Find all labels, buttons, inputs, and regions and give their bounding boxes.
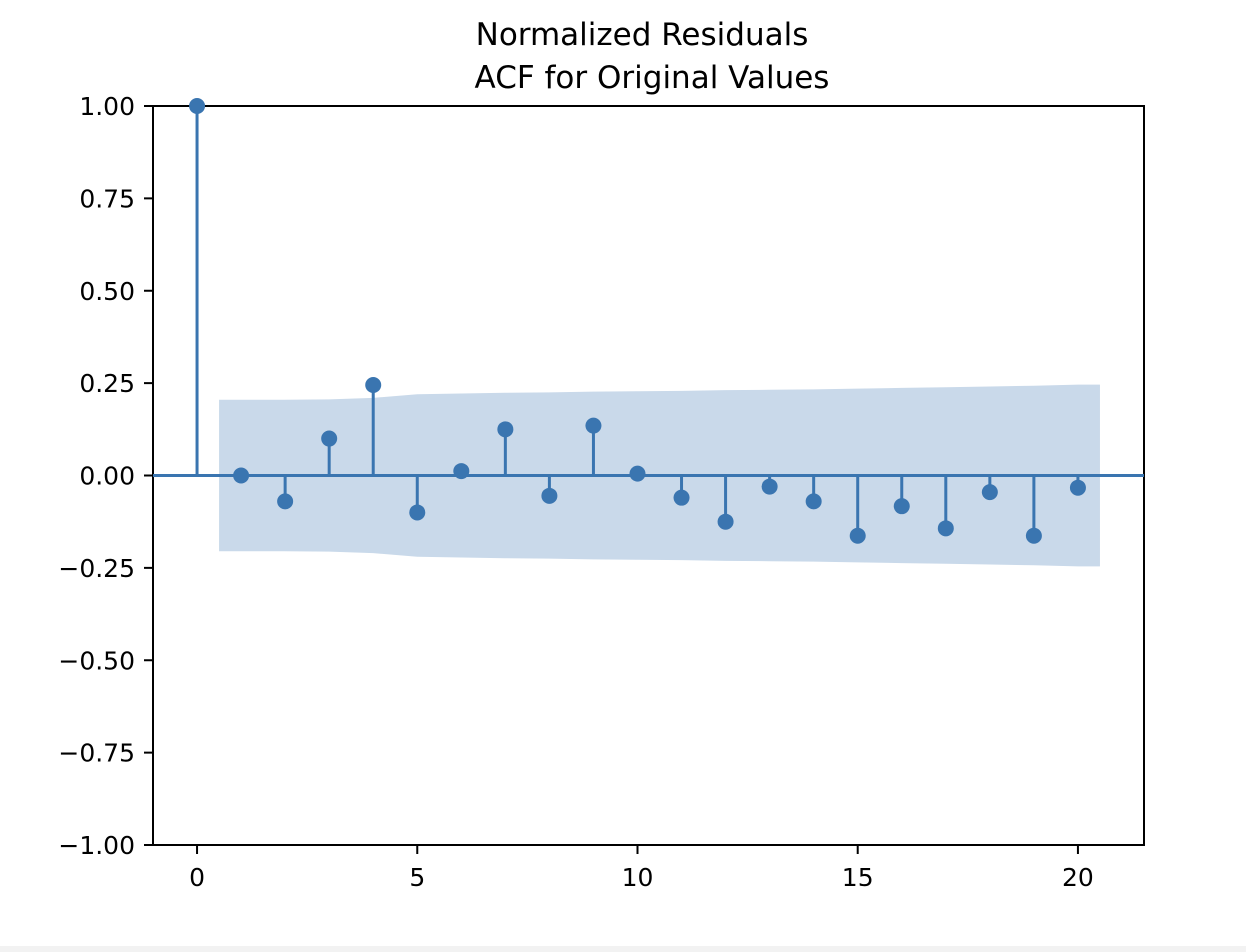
y-tick-label: 1.00 (79, 92, 135, 121)
acf-point (761, 478, 778, 495)
y-tick-label: −0.25 (58, 554, 135, 583)
y-tick-label: 0.25 (79, 369, 135, 398)
acf-point (1069, 479, 1086, 496)
chart-title-line1: Normalized Residuals (476, 17, 809, 53)
acf-point (805, 493, 822, 510)
acf-point (1025, 527, 1042, 544)
x-tick-label: 20 (1062, 863, 1094, 892)
x-tick-label: 10 (622, 863, 654, 892)
acf-point (233, 467, 250, 484)
acf-point (673, 489, 690, 506)
acf-point (277, 493, 294, 510)
y-tick-label: −0.50 (58, 646, 135, 675)
y-tick-label: 0.50 (79, 277, 135, 306)
y-tick-label: −0.75 (58, 739, 135, 768)
acf-point (321, 430, 338, 447)
acf-point (937, 520, 954, 537)
chart-title-line2: ACF for Original Values (475, 60, 830, 96)
y-tick-label: −1.00 (58, 831, 135, 860)
acf-point (893, 498, 910, 515)
acf-point (717, 513, 734, 530)
acf-point (981, 484, 998, 501)
x-tick-label: 5 (409, 863, 425, 892)
y-tick-label: 0.00 (79, 462, 135, 491)
acf-point (409, 504, 426, 521)
acf-point (497, 421, 514, 438)
y-tick-label: 0.75 (79, 184, 135, 213)
acf-point (585, 417, 602, 434)
x-tick-label: 15 (842, 863, 874, 892)
acf-point (365, 376, 382, 393)
acf-point (629, 465, 646, 482)
x-tick-label: 0 (189, 863, 205, 892)
bottom-strip (0, 946, 1246, 952)
acf-point (849, 527, 866, 544)
acf-point (453, 463, 470, 480)
acf-point (541, 487, 558, 504)
acf-point (189, 98, 206, 114)
